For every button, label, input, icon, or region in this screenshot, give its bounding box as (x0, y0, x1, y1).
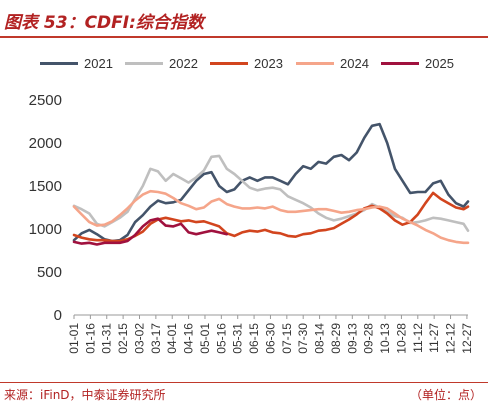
x-tick-label: 09-13 (345, 323, 359, 354)
legend-label-2024: 2024 (340, 56, 369, 71)
legend-swatch-2021 (40, 62, 78, 65)
y-tick-label: 2000 (29, 135, 62, 152)
source-note: 来源：iFinD，中泰证券研究所 (4, 388, 166, 402)
x-tick-label: 05-31 (231, 323, 245, 354)
x-tick-label: 12-27 (460, 323, 474, 354)
x-tick-label: 06-15 (247, 323, 261, 354)
unit-note: （单位：点） (409, 388, 482, 402)
x-tick-label: 01-16 (83, 323, 97, 354)
chart-title: 图表 53：CDFI:综合指数 (4, 13, 204, 33)
series-line-2024 (72, 189, 470, 245)
x-tick-label: 11-12 (411, 323, 425, 353)
footer-divider (0, 382, 488, 383)
legend-label-2023: 2023 (254, 56, 283, 71)
x-tick-label: 11-27 (427, 323, 441, 353)
x-tick-label: 03-17 (149, 323, 163, 354)
x-tick-label: 12-12 (444, 323, 458, 354)
y-tick-label: 0 (54, 307, 62, 324)
series-line-2021 (72, 122, 470, 243)
x-tick-label: 01-31 (100, 323, 114, 354)
y-tick-label: 1500 (29, 178, 62, 195)
y-tick-label: 500 (37, 264, 62, 281)
x-tick-label: 01-01 (67, 323, 81, 354)
legend-label-2022: 2022 (169, 56, 198, 71)
series-line-2023 (72, 191, 470, 243)
title-divider (0, 36, 488, 38)
legend-item-2023: 2023 (210, 56, 283, 71)
y-tick-label: 1000 (29, 221, 62, 238)
x-tick-label: 06-30 (263, 323, 277, 354)
x-tick-label: 08-29 (329, 323, 343, 354)
legend-item-2021: 2021 (40, 56, 113, 71)
series-line-2022 (72, 154, 470, 232)
x-tick-label: 10-28 (394, 323, 408, 354)
legend-label-2025: 2025 (425, 56, 454, 71)
x-tick-label: 09-28 (362, 323, 376, 354)
legend-label-2021: 2021 (84, 56, 113, 71)
x-tick-label: 02-15 (116, 323, 130, 354)
legend-item-2024: 2024 (296, 56, 369, 71)
x-tick-label: 10-13 (378, 323, 392, 354)
x-tick-label: 07-15 (280, 323, 294, 354)
legend-swatch-2023 (210, 62, 248, 65)
x-tick-label: 04-16 (182, 323, 196, 354)
legend-swatch-2024 (296, 62, 334, 65)
legend-item-2022: 2022 (125, 56, 198, 71)
x-tick-label: 05-16 (214, 323, 228, 354)
legend: 2021 2022 2023 2024 2025 (0, 56, 488, 78)
x-tick-label: 03-02 (132, 323, 146, 354)
series-line-2025 (72, 217, 229, 246)
x-tick-label: 07-30 (296, 323, 310, 354)
legend-swatch-2022 (125, 62, 163, 65)
line-chart: 0 500 1000 1500 2000 2500 01-01 01-16 01-31 02-15… (29, 92, 474, 354)
y-tick-label: 2500 (29, 92, 62, 109)
legend-swatch-2025 (381, 62, 419, 65)
x-tick-label: 04-01 (165, 323, 179, 354)
x-tick-label: 05-01 (198, 323, 212, 354)
x-tick-label: 08-14 (313, 323, 327, 354)
legend-item-2025: 2025 (381, 56, 454, 71)
